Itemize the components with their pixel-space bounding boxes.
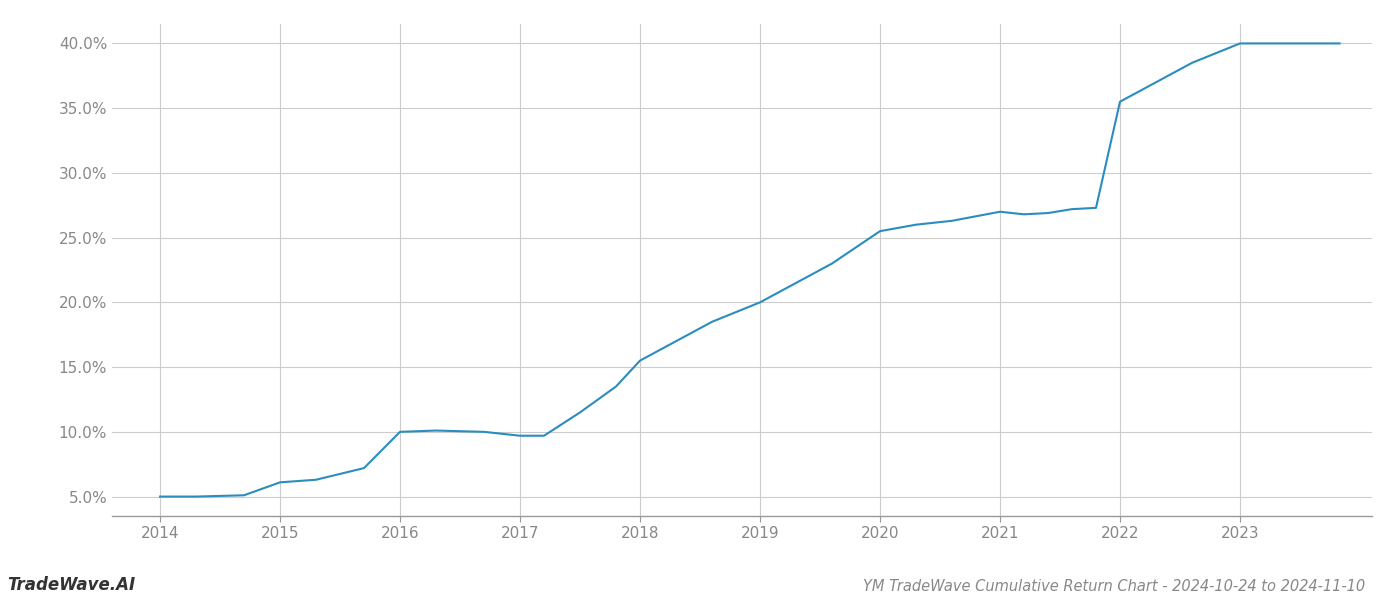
Text: YM TradeWave Cumulative Return Chart - 2024-10-24 to 2024-11-10: YM TradeWave Cumulative Return Chart - 2…	[862, 579, 1365, 594]
Text: TradeWave.AI: TradeWave.AI	[7, 576, 136, 594]
